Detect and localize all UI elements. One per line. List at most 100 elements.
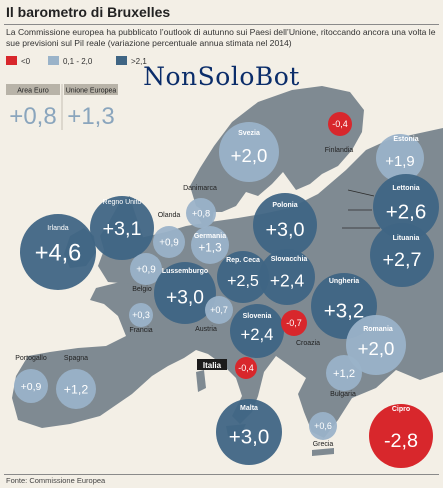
bubble-circle-svezia <box>219 122 279 182</box>
country-label-estonia: Estonia <box>393 136 418 143</box>
bubble-circle-cipro <box>369 404 433 468</box>
country-label-grecia: Grecia <box>313 441 334 448</box>
bubble-circle-romania <box>346 315 406 375</box>
bubble-value-croazia: -0,7 <box>286 318 302 328</box>
summary-header-area-euro <box>6 84 60 95</box>
bubble-circle-danimarca <box>186 198 216 228</box>
bubble-romania: +2,0 Romania <box>346 315 406 375</box>
bubble-value-francia: +0,3 <box>132 310 150 320</box>
summary-value-area-euro: +0,8 <box>9 103 56 130</box>
footer-divider <box>4 474 439 475</box>
bubble-bulgaria: +1,2 Bulgaria <box>326 355 362 398</box>
bubble-circle-lussemburgo <box>154 262 216 324</box>
bubble-polonia: +3,0 Polonia <box>253 193 317 257</box>
bubble-value-polonia: +3,0 <box>265 219 304 241</box>
bubble-italia: -0,4 Italia <box>197 357 257 379</box>
country-label-danimarca: Danimarca <box>183 185 217 192</box>
bubble-circle-rep-ceca <box>217 251 269 303</box>
bubble-grecia: +0,6 Grecia <box>309 412 337 448</box>
legend-item-low: 0,1 - 2,0 <box>48 56 92 68</box>
country-label-finlandia: Finlandia <box>325 147 354 154</box>
bubble-value-romania: +2,0 <box>358 338 395 359</box>
country-label-croazia: Croazia <box>296 340 320 347</box>
bubble-cipro: -2,8 Cipro <box>369 404 433 468</box>
bubble-slovacchia: +2,4 Slovacchia <box>259 249 315 305</box>
bubble-circle-austria <box>205 296 233 324</box>
country-label-regno-unito: Regno Unito <box>103 199 142 206</box>
bubble-value-regno-unito: +3,1 <box>102 218 141 240</box>
country-label-olanda: Olanda <box>158 212 181 219</box>
country-label-romania: Romania <box>363 326 393 333</box>
bubble-circle-malta <box>216 399 282 465</box>
bubble-circle-estonia <box>376 134 424 182</box>
bubble-value-ungheria: +3,2 <box>324 299 364 322</box>
bubble-circle-slovenia <box>230 304 284 358</box>
bubble-circle-slovacchia <box>259 249 315 305</box>
source-note: Fonte: Commissione Europea <box>6 476 106 485</box>
country-label-austria: Austria <box>195 326 217 333</box>
legend-swatch-high <box>116 56 127 65</box>
country-label-lussemburgo: Lussemburgo <box>162 268 208 275</box>
watermark-logo: NonSoloBot <box>143 62 300 91</box>
legend-label-low: 0,1 - 2,0 <box>63 57 93 66</box>
country-label-italia: Italia <box>203 361 222 370</box>
bubble-lussemburgo: +3,0 Lussemburgo <box>154 262 216 324</box>
legend-label-negative: <0 <box>21 57 31 66</box>
bubble-value-germania: +1,3 <box>198 240 222 254</box>
bubble-croazia: -0,7 Croazia <box>281 310 320 347</box>
country-label-germania: Germania <box>194 233 226 240</box>
legend: <0 0,1 - 2,0 >2,1 <box>6 56 206 70</box>
bubble-circle-irlanda <box>20 214 96 290</box>
bubble-lituania: +2,7 Lituania <box>370 223 434 287</box>
bubble-circle-belgio <box>130 253 162 285</box>
bubble-circle-regno-unito <box>90 196 154 260</box>
country-label-spagna: Spagna <box>64 355 88 362</box>
bubble-circle-olanda <box>153 226 185 258</box>
country-label-portogallo: Portogallo <box>15 355 47 362</box>
bubble-circle-italia <box>235 357 257 379</box>
legend-item-negative: <0 <box>6 56 30 68</box>
bubble-value-danimarca: +0,8 <box>192 208 210 218</box>
country-label-francia: Francia <box>129 327 152 334</box>
country-label-ungheria: Ungheria <box>329 278 359 285</box>
country-label-rep-ceca: Rep. Ceca <box>226 257 260 264</box>
bubble-circle-portogallo <box>14 369 48 403</box>
country-label-irlanda: Irlanda <box>47 225 69 232</box>
bubble-value-lettonia: +2,6 <box>386 200 426 223</box>
bubble-value-belgio: +0,9 <box>136 265 156 276</box>
bubble-slovenia: +2,4 Slovenia <box>230 304 284 358</box>
bubble-malta: +3,0 Malta <box>216 399 282 465</box>
bubble-spagna: +1,2 Spagna <box>56 355 96 409</box>
country-label-polonia: Polonia <box>272 202 297 209</box>
legend-swatch-negative <box>6 56 17 65</box>
bubble-value-finlandia: -0,4 <box>332 119 348 129</box>
summary-label-unione-europea: Unione Europea <box>66 88 117 95</box>
bubble-value-italia: -0,4 <box>238 363 254 373</box>
bubble-circle-finlandia <box>328 112 352 136</box>
bubble-circle-bulgaria <box>326 355 362 391</box>
bubble-value-bulgaria: +1,2 <box>333 368 355 380</box>
bubble-circle-spagna <box>56 369 96 409</box>
bubble-circle-germania <box>191 226 229 264</box>
bubble-circle-lettonia <box>373 174 439 240</box>
legend-label-high: >2,1 <box>131 57 147 66</box>
bubble-circle-lituania <box>370 223 434 287</box>
bubble-rep-ceca: +2,5 Rep. Ceca <box>217 251 269 303</box>
bubble-estonia: +1,9 Estonia <box>376 134 424 182</box>
country-label-svezia: Svezia <box>238 130 260 137</box>
summary-panel: Area Euro +0,8 Unione Europea +1,3 <box>6 84 118 130</box>
bubble-francia: +0,3 Francia <box>129 303 153 334</box>
label-tag-italia <box>197 359 227 370</box>
summary-value-unione-europea: +1,3 <box>67 103 114 130</box>
country-label-slovenia: Slovenia <box>243 313 272 320</box>
bubble-circle-francia <box>129 303 153 327</box>
bubble-lettonia: +2,6 Lettonia <box>373 174 439 240</box>
legend-item-high: >2,1 <box>116 56 147 68</box>
bubble-value-grecia: +0,6 <box>314 421 332 431</box>
bubble-finlandia: -0,4 Finlandia <box>325 112 354 154</box>
bubble-value-irlanda: +4,6 <box>35 240 82 266</box>
bubble-danimarca: +0,8 Danimarca <box>183 185 217 228</box>
